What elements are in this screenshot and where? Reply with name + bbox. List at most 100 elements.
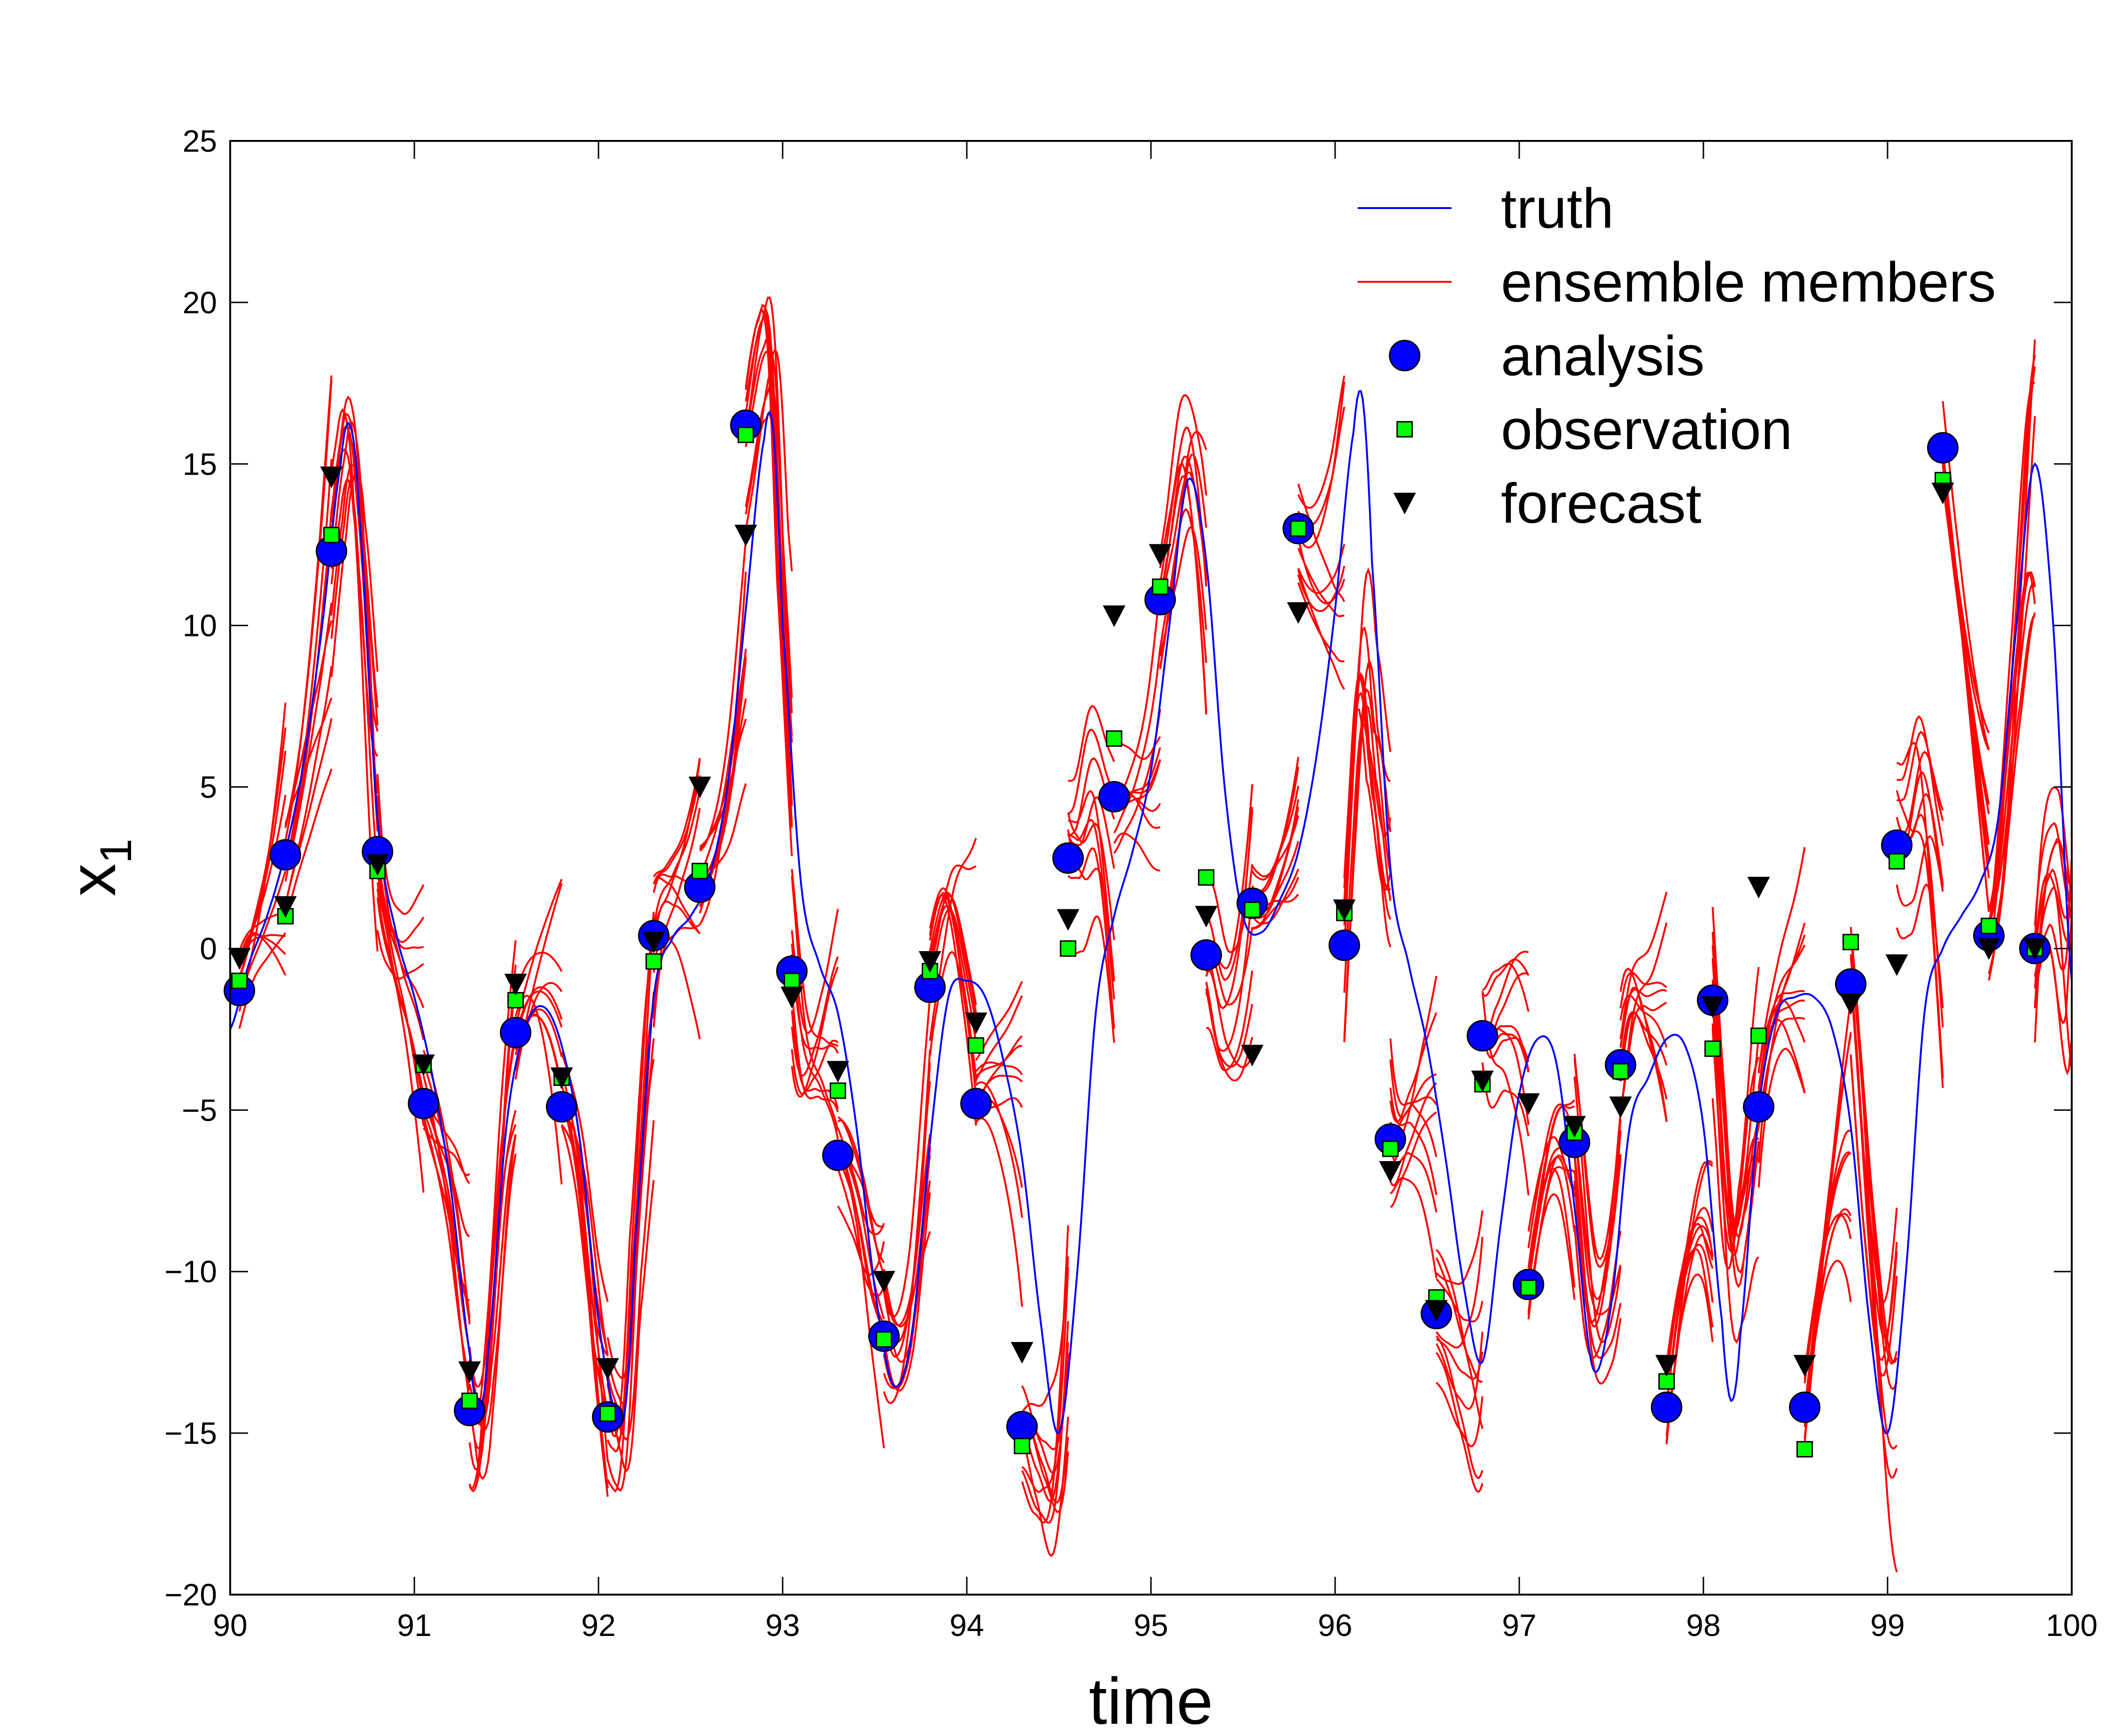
observation-point <box>1152 578 1169 595</box>
forecast-point <box>688 776 711 798</box>
forecast-point <box>1747 876 1770 899</box>
legend-label: analysis <box>1501 325 1705 388</box>
forecast-point <box>826 1061 849 1083</box>
observation-point <box>1244 901 1261 918</box>
observation-point <box>1889 853 1905 870</box>
forecast-point <box>1609 1096 1632 1118</box>
analysis-point <box>1743 1091 1775 1123</box>
observation-point <box>692 862 708 879</box>
forecast-point <box>458 1361 481 1383</box>
observation-point <box>1704 1040 1721 1057</box>
forecast-point <box>504 974 527 996</box>
forecast-point <box>1655 1355 1678 1377</box>
x-tick-label: 98 <box>1686 1608 1720 1643</box>
x-tick-label: 96 <box>1318 1608 1352 1643</box>
observation-point <box>645 953 662 970</box>
legend-item-forecast: forecast <box>1393 472 1702 535</box>
analysis-point <box>1190 939 1222 971</box>
observation-point <box>1520 1279 1537 1296</box>
legend-swatch <box>1393 493 1416 514</box>
legend-swatch <box>1389 340 1421 372</box>
forecast-point <box>1839 993 1862 1015</box>
forecast-point <box>1103 605 1126 628</box>
analysis-point <box>546 1091 578 1123</box>
forecast-point <box>1517 1093 1540 1115</box>
x-tick-label: 95 <box>1134 1608 1168 1643</box>
forecast-point <box>228 948 251 970</box>
analysis-point <box>270 839 302 871</box>
forecast-point <box>918 951 941 973</box>
forecast-point <box>1425 1300 1448 1322</box>
x-tick-label: 93 <box>765 1608 800 1643</box>
analysis-point <box>1006 1410 1038 1442</box>
forecast-point <box>1793 1355 1816 1377</box>
observation-point <box>1750 1027 1767 1044</box>
legend-label: ensemble members <box>1501 251 1996 314</box>
observation-point <box>231 972 248 989</box>
legend-swatch <box>1396 421 1413 438</box>
x-tick-label: 92 <box>581 1608 615 1643</box>
x-axis: 90 91 92 93 94 95 96 97 98 99 100 <box>213 141 2098 1643</box>
analysis-point <box>500 1016 532 1048</box>
legend-label: forecast <box>1501 472 1702 535</box>
observation-point <box>830 1082 847 1099</box>
ensemble-members-layer <box>238 296 2072 1573</box>
observation-point <box>599 1405 616 1422</box>
observation-point <box>784 972 801 989</box>
legend-item-observation: observation <box>1396 398 1792 461</box>
forecast-point <box>366 854 389 876</box>
x-tick-label: 97 <box>1502 1608 1536 1643</box>
y-tick-label: 20 <box>183 285 217 320</box>
forecast-point <box>1563 1116 1586 1138</box>
observation-point <box>876 1331 893 1348</box>
forecast-point <box>642 931 665 953</box>
forecast-point <box>1885 954 1908 976</box>
observation-point <box>1382 1140 1399 1157</box>
forecast-point <box>1149 544 1172 566</box>
truth-layer <box>230 390 2072 1434</box>
legend-label: truth <box>1501 177 1614 240</box>
y-axis-title-main: x <box>55 863 129 896</box>
y-tick-label: −5 <box>182 1093 217 1127</box>
observation-point <box>968 1037 985 1054</box>
analysis-point <box>408 1088 440 1120</box>
forecast-point <box>1010 1342 1034 1364</box>
observation-point <box>1290 520 1307 537</box>
markers-layer <box>224 409 2051 1457</box>
analysis-point <box>1789 1391 1821 1423</box>
forecast-point <box>1057 909 1080 931</box>
forecast-point <box>872 1271 895 1293</box>
y-tick-label: 15 <box>183 447 217 481</box>
analysis-point <box>822 1139 854 1171</box>
legend: truth ensemble members analysis observation… <box>1358 177 1996 535</box>
analysis-point <box>1651 1391 1683 1423</box>
forecast-point <box>1333 899 1356 921</box>
forecast-point <box>780 986 803 1008</box>
y-tick-label: 10 <box>183 608 217 643</box>
legend-label: observation <box>1501 398 1792 461</box>
legend-item-truth: truth <box>1358 177 1614 240</box>
y-tick-label: 5 <box>200 770 217 805</box>
forecast-point <box>1471 1070 1494 1093</box>
x-tick-label: 100 <box>2046 1608 2098 1643</box>
y-tick-label: −15 <box>164 1416 217 1450</box>
observation-point <box>1842 934 1859 951</box>
forecast-point <box>734 525 757 547</box>
y-tick-label: −20 <box>164 1577 217 1612</box>
forecast-point <box>550 1067 573 1089</box>
x-tick-label: 90 <box>213 1608 247 1643</box>
y-tick-label: −10 <box>164 1254 217 1289</box>
legend-item-analysis: analysis <box>1389 325 1705 388</box>
x-tick-label: 91 <box>397 1608 431 1643</box>
ensemble-member-10 <box>238 309 2072 1524</box>
analysis-point <box>960 1088 992 1120</box>
truth-line <box>230 390 2072 1434</box>
forecast-point <box>596 1358 619 1380</box>
observation-point <box>461 1392 478 1409</box>
observation-point <box>1060 940 1077 957</box>
forecast-point <box>1287 602 1310 624</box>
y-axis-title-subscript: 1 <box>91 839 141 864</box>
analysis-point <box>1467 1020 1499 1052</box>
y-axis-title: x1 <box>55 839 141 897</box>
